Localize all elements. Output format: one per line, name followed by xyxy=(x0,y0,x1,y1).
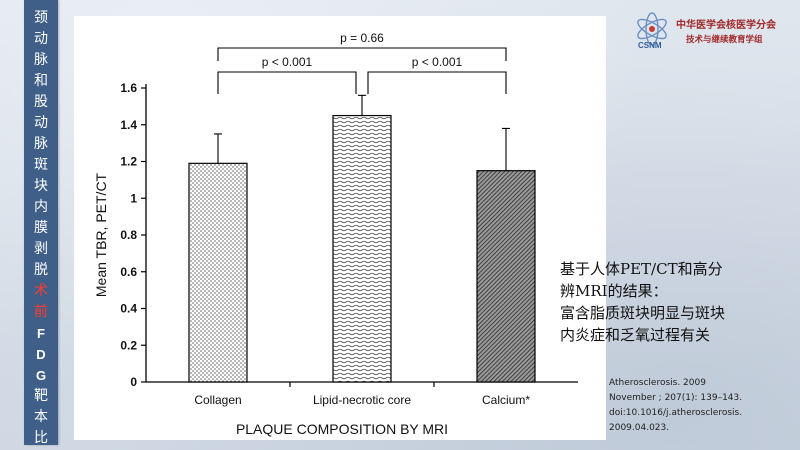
side-title-char: 术 xyxy=(34,283,48,299)
summary-text: 基于人体PET/CT和高分 辨MRI的结果： 富含脂质斑块明显与斑块 内炎症和乏… xyxy=(560,258,800,346)
bar xyxy=(476,170,536,383)
side-title-char: 动 xyxy=(34,31,48,47)
citation-line: November ; 207(1): 139–143. xyxy=(609,393,743,403)
side-title-char: D xyxy=(36,347,46,362)
summary-line: 辨MRI的结果： xyxy=(560,282,668,300)
significance-bracket xyxy=(367,71,507,94)
significance-label: p = 0.66 xyxy=(340,31,384,45)
citation-line: doi:10.1016/j.atherosclerosis. xyxy=(609,408,743,418)
x-tick-label: Collagen xyxy=(194,393,241,407)
logo-group-name: 技术与继续教育学组 xyxy=(686,35,763,45)
bar xyxy=(332,114,392,383)
side-title-char: 颈 xyxy=(34,10,48,26)
bar xyxy=(188,162,248,383)
side-title-char: 动 xyxy=(34,115,48,131)
y-tick-label: 0.4 xyxy=(120,302,137,316)
y-tick-label: 0.2 xyxy=(120,338,137,352)
side-title-char: 比 xyxy=(34,430,48,446)
side-title-char: 内 xyxy=(34,199,48,215)
side-title-char: 脉 xyxy=(34,136,48,152)
citation-line: 2009.04.023. xyxy=(609,423,670,433)
side-title-char: 斑 xyxy=(34,157,48,173)
y-tick-label: 0.8 xyxy=(120,228,137,242)
citation-line: Atherosclerosis. 2009 xyxy=(609,378,706,388)
side-title-char: 脱 xyxy=(34,262,48,278)
side-title-char: 靶 xyxy=(34,388,48,404)
logo-mark-text: CSNM xyxy=(638,41,662,50)
y-tick-label: 0 xyxy=(130,375,137,389)
citation-text: Atherosclerosis. 2009 November ; 207(1):… xyxy=(609,376,789,436)
significance-label: p < 0.001 xyxy=(412,55,463,69)
chart-panel: 0 0.2 0.4 0.6 0.8 1 1.2 1.4 1.6 Collagen Lipid-nec… xyxy=(74,16,606,440)
x-axis-title: PLAQUE COMPOSITION BY MRI xyxy=(236,421,448,437)
side-title-char: 剥 xyxy=(34,241,48,257)
summary-line: 基于人体PET/CT和高分 xyxy=(560,260,723,278)
side-title-char: 前 xyxy=(34,304,48,320)
bar-chart: 0 0.2 0.4 0.6 0.8 1 1.2 1.4 1.6 Collagen Lipid-nec… xyxy=(93,31,578,437)
x-tick-label: Lipid-necrotic core xyxy=(313,393,411,407)
side-title-char: G xyxy=(35,368,47,383)
side-title-char: 本 xyxy=(34,409,48,425)
y-tick-label: 1 xyxy=(130,191,137,205)
summary-line: 内炎症和乏氧过程有关 xyxy=(560,326,711,344)
significance-label: p < 0.001 xyxy=(262,55,313,69)
atom-logo-icon: CSNM xyxy=(637,12,667,50)
side-title-char: 脉 xyxy=(34,52,48,68)
side-title-char: 膜 xyxy=(34,220,48,236)
x-tick-label: Calcium* xyxy=(482,393,530,407)
y-axis-title: Mean TBR, PET/CT xyxy=(93,172,109,297)
y-tick-label: 1.4 xyxy=(120,118,137,132)
logo-society-name: 中华医学会核医学分会 xyxy=(676,20,776,31)
significance-bracket xyxy=(217,47,507,61)
y-tick-label: 1.6 xyxy=(120,81,137,95)
y-tick-label: 1.2 xyxy=(120,155,137,169)
side-title-char: 股 xyxy=(34,94,48,110)
summary-line: 富含脂质斑块明显与斑块 xyxy=(560,304,726,322)
side-title-char: 和 xyxy=(34,73,48,89)
side-title-char: F xyxy=(37,326,45,341)
side-title-char: 块 xyxy=(34,178,48,194)
significance-bracket xyxy=(217,71,357,94)
y-tick-label: 0.6 xyxy=(120,265,137,279)
society-logo: CSNM 中华医学会核医学分会 技术与继续教育学组 xyxy=(632,12,797,52)
